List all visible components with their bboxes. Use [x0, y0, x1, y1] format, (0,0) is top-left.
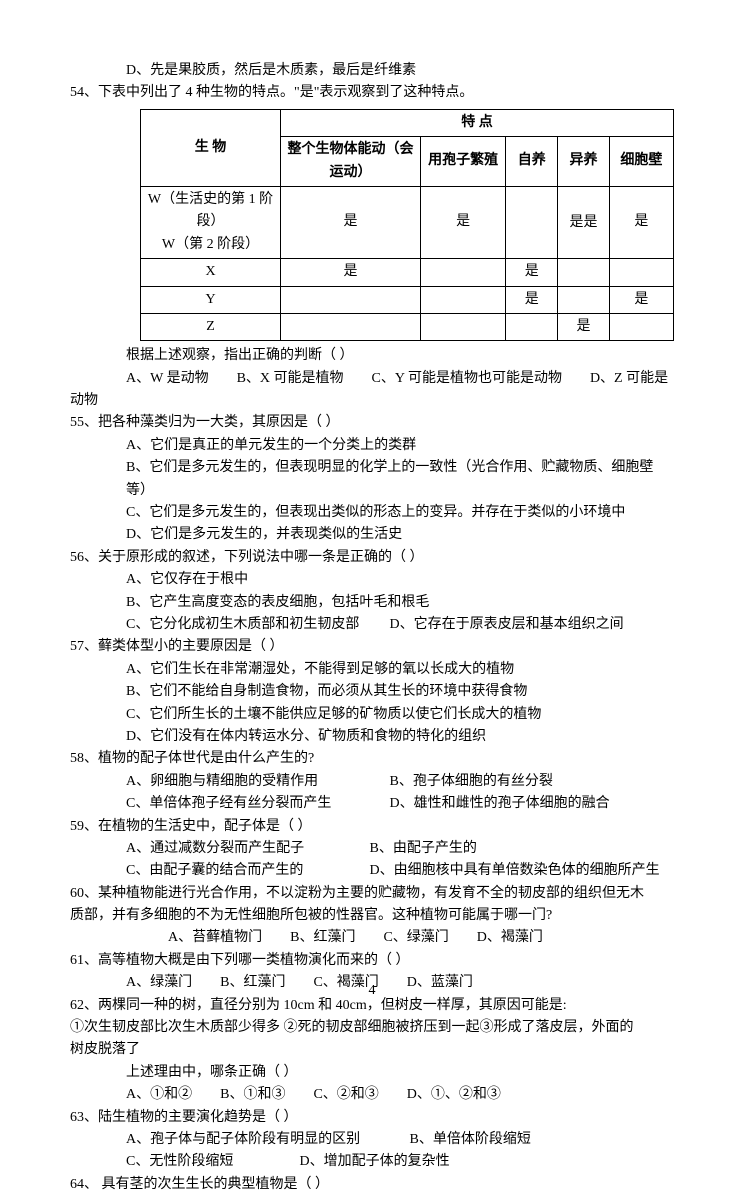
q56-row2: C、它分化成初生木质部和初生韧皮部 D、它存在于原表皮层和基本组织之间	[70, 614, 674, 636]
q56-d: D、它存在于原表皮层和基本组织之间	[390, 614, 624, 636]
table-row: Z 是	[141, 313, 674, 340]
cell	[609, 313, 673, 340]
q56-b: B、它产生高度变态的表皮细胞，包括叶毛和根毛	[126, 592, 429, 614]
col-c1: 整个生物体能动（会运动）	[281, 137, 421, 187]
q60-stem2: 质部，并有多细胞的不为无性细胞所包被的性器官。这种植物可能属于哪一门?	[70, 905, 674, 927]
q62-opts: A、①和② B、①和③ C、②和③ D、①、②和③	[70, 1084, 674, 1106]
q58-row1: A、卵细胞与精细胞的受精作用 B、孢子体细胞的有丝分裂	[70, 771, 674, 793]
cell: 是	[506, 259, 558, 286]
q58-d: D、雄性和雌性的孢子体细胞的融合	[390, 793, 610, 815]
q59-stem: 59、在植物的生活史中，配子体是（ ）	[70, 816, 674, 838]
q57-stem: 57、藓类体型小的主要原因是（ ）	[70, 636, 674, 658]
q58-b: B、孢子体细胞的有丝分裂	[390, 771, 553, 793]
cell	[421, 286, 506, 313]
q63-d: D、增加配子体的复杂性	[300, 1151, 450, 1173]
page-number: 4	[0, 980, 744, 1002]
q57-a: A、它们生长在非常潮湿处，不能得到足够的氧以长成大的植物	[70, 659, 674, 681]
cell: 是	[558, 313, 610, 340]
q64-stem: 64、 具有茎的次生生长的典型植物是（ ）	[70, 1174, 674, 1196]
cell	[281, 286, 421, 313]
table-row: Y 是 是	[141, 286, 674, 313]
q59-row2: C、由配子囊的结合而产生的 D、由细胞核中具有单倍数染色体的细胞所产生	[70, 860, 674, 882]
col-bio: 生 物	[141, 109, 281, 186]
q55-a: A、它们是真正的单元发生的一个分类上的类群	[70, 435, 674, 457]
cell	[506, 186, 558, 258]
q59-row1: A、通过减数分裂而产生配子 B、由配子产生的	[70, 838, 674, 860]
q58-a: A、卵细胞与精细胞的受精作用	[126, 771, 386, 793]
col-c4: 异养	[558, 137, 610, 187]
cell	[558, 259, 610, 286]
q63-a: A、孢子体与配子体阶段有明显的区别	[126, 1129, 406, 1151]
q59-a: A、通过减数分裂而产生配子	[126, 838, 366, 860]
cell	[281, 313, 421, 340]
q59-b: B、由配子产生的	[370, 838, 477, 860]
q55-b: B、它们是多元发生的，但表现明显的化学上的一致性（光合作用、贮藏物质、细胞壁等）	[70, 457, 674, 502]
q56-stem: 56、关于原形成的叙述，下列说法中哪一条是正确的（ ）	[70, 547, 674, 569]
q58-c: C、单倍体孢子经有丝分裂而产生	[126, 793, 386, 815]
q63-stem: 63、陆生植物的主要演化趋势是（ ）	[70, 1107, 674, 1129]
q63-row2: C、无性阶段缩短 D、增加配子体的复杂性	[70, 1151, 674, 1173]
q55-c: C、它们是多元发生的，但表现出类似的形态上的变异。并存在于类似的小环境中	[70, 502, 674, 524]
col-c3: 自养	[506, 137, 558, 187]
page-container: D、先是果胶质，然后是木质素，最后是纤维素 54、下表中列出了 4 种生物的特点…	[0, 0, 744, 1032]
q61-stem: 61、高等植物大概是由下列哪一类植物演化而来的（ ）	[70, 950, 674, 972]
col-group: 特 点	[281, 109, 674, 136]
cell	[421, 313, 506, 340]
q56-a: A、它仅存在于根中	[126, 569, 386, 591]
q63-c: C、无性阶段缩短	[126, 1151, 296, 1173]
cell: 是	[281, 259, 421, 286]
feature-table: 生 物 特 点 整个生物体能动（会运动） 用孢子繁殖 自养 异养 细胞壁 W（生…	[140, 109, 674, 342]
q54-opts-1: A、W 是动物 B、X 可能是植物 C、Y 可能是植物也可能是动物 D、Z 可能…	[70, 368, 674, 390]
cell: 是	[506, 286, 558, 313]
q54-stem: 54、下表中列出了 4 种生物的特点。"是"表示观察到了这种特点。	[70, 82, 674, 104]
q63-row1: A、孢子体与配子体阶段有明显的区别 B、单倍体阶段缩短	[70, 1129, 674, 1151]
col-c2: 用孢子繁殖	[421, 137, 506, 187]
cell: 是	[609, 286, 673, 313]
q54-after: 根据上述观察，指出正确的判断（ ）	[70, 345, 674, 367]
table-row: W（生活史的第 1 阶段） W（第 2 阶段） 是 是 是是 是	[141, 186, 674, 258]
col-c5: 细胞壁	[609, 137, 673, 187]
q62-s3: 树皮脱落了	[70, 1039, 674, 1061]
q56-c: C、它分化成初生木质部和初生韧皮部	[126, 614, 386, 636]
cell: 是	[609, 186, 673, 258]
q55-d: D、它们是多元发生的，并表现类似的生活史	[70, 524, 674, 546]
cell	[421, 259, 506, 286]
q55-stem: 55、把各种藻类归为一大类，其原因是（ ）	[70, 412, 674, 434]
table-header-row-1: 生 物 特 点	[141, 109, 674, 136]
q57-b: B、它们不能给自身制造食物，而必须从其生长的环境中获得食物	[70, 681, 674, 703]
cell	[609, 259, 673, 286]
q58-stem: 58、植物的配子体世代是由什么产生的?	[70, 748, 674, 770]
cell-bio: Y	[141, 286, 281, 313]
q60-opts: A、苔藓植物门 B、红藻门 C、绿藻门 D、褐藻门	[70, 927, 674, 949]
cell: 是是	[558, 186, 610, 258]
cell-bio: Z	[141, 313, 281, 340]
q63-b: B、单倍体阶段缩短	[410, 1129, 531, 1151]
q58-row2: C、单倍体孢子经有丝分裂而产生 D、雄性和雌性的孢子体细胞的融合	[70, 793, 674, 815]
q59-c: C、由配子囊的结合而产生的	[126, 860, 366, 882]
q54-opts-2: 动物	[70, 390, 674, 412]
q62-s2: ①次生韧皮部比次生木质部少得多 ②死的韧皮部细胞被挤压到一起③形成了落皮层，外面…	[70, 1017, 674, 1039]
q59-d: D、由细胞核中具有单倍数染色体的细胞所产生	[370, 860, 660, 882]
table-row: X 是 是	[141, 259, 674, 286]
cell	[558, 286, 610, 313]
cell-bio: W（生活史的第 1 阶段） W（第 2 阶段）	[141, 186, 281, 258]
q62-s4: 上述理由中，哪条正确（ ）	[70, 1062, 674, 1084]
cell: 是	[281, 186, 421, 258]
q57-c: C、它们所生长的土壤不能供应足够的矿物质以使它们长成大的植物	[70, 704, 674, 726]
q57-d: D、它们没有在体内转运水分、矿物质和食物的特化的组织	[70, 726, 674, 748]
q56-row1: A、它仅存在于根中 B、它产生高度变态的表皮细胞，包括叶毛和根毛	[70, 569, 674, 614]
q53-option-d: D、先是果胶质，然后是木质素，最后是纤维素	[70, 60, 674, 82]
cell	[506, 313, 558, 340]
cell: 是	[421, 186, 506, 258]
q60-stem1: 60、某种植物能进行光合作用，不以淀粉为主要的贮藏物，有发育不全的韧皮部的组织但…	[70, 883, 674, 905]
cell-bio: X	[141, 259, 281, 286]
